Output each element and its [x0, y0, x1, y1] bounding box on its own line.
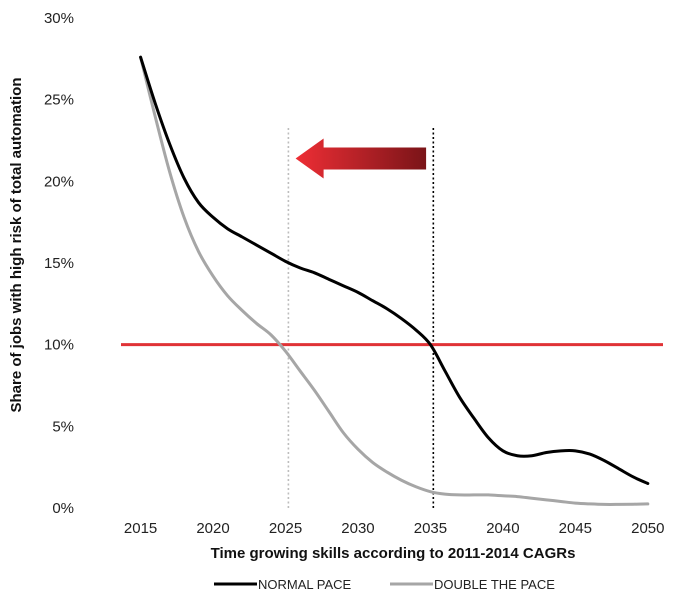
left-arrow-icon [295, 138, 427, 179]
y-tick-label: 0% [52, 500, 74, 517]
series-line-normal-pace [139, 55, 650, 485]
x-tick-label: 2045 [559, 520, 592, 537]
arrow-annotation [295, 138, 427, 179]
y-tick-label: 15% [44, 255, 74, 272]
y-tick-label: 20% [44, 173, 74, 190]
legend-label: NORMAL PACE [258, 577, 352, 592]
x-tick-label: 2025 [269, 520, 302, 537]
x-tick-label: 2030 [341, 520, 374, 537]
legend: NORMAL PACE DOUBLE THE PACE [214, 577, 555, 592]
x-tick-label: 2020 [196, 520, 229, 537]
x-tick-label: 2015 [124, 520, 157, 537]
y-axis-title: Share of jobs with high risk of total au… [8, 77, 25, 412]
x-tick-label: 2035 [414, 520, 447, 537]
y-tick-label: 30% [44, 10, 74, 27]
vertical-markers [287, 128, 435, 508]
series-line-double-the-pace [139, 55, 650, 506]
series-lines [139, 55, 650, 506]
y-tick-label: 5% [52, 418, 74, 435]
y-axis-ticks: 0% 5% 10% 15% 20% 25% 30% [44, 10, 74, 517]
legend-label: DOUBLE THE PACE [434, 577, 555, 592]
x-axis-ticks: 2015 2020 2025 2030 2035 2040 2045 2050 [124, 520, 665, 537]
y-tick-label: 25% [44, 92, 74, 109]
y-tick-label: 10% [44, 337, 74, 354]
x-tick-label: 2050 [631, 520, 664, 537]
x-tick-label: 2040 [486, 520, 519, 537]
x-axis-title: Time growing skills according to 2011-20… [211, 545, 576, 562]
